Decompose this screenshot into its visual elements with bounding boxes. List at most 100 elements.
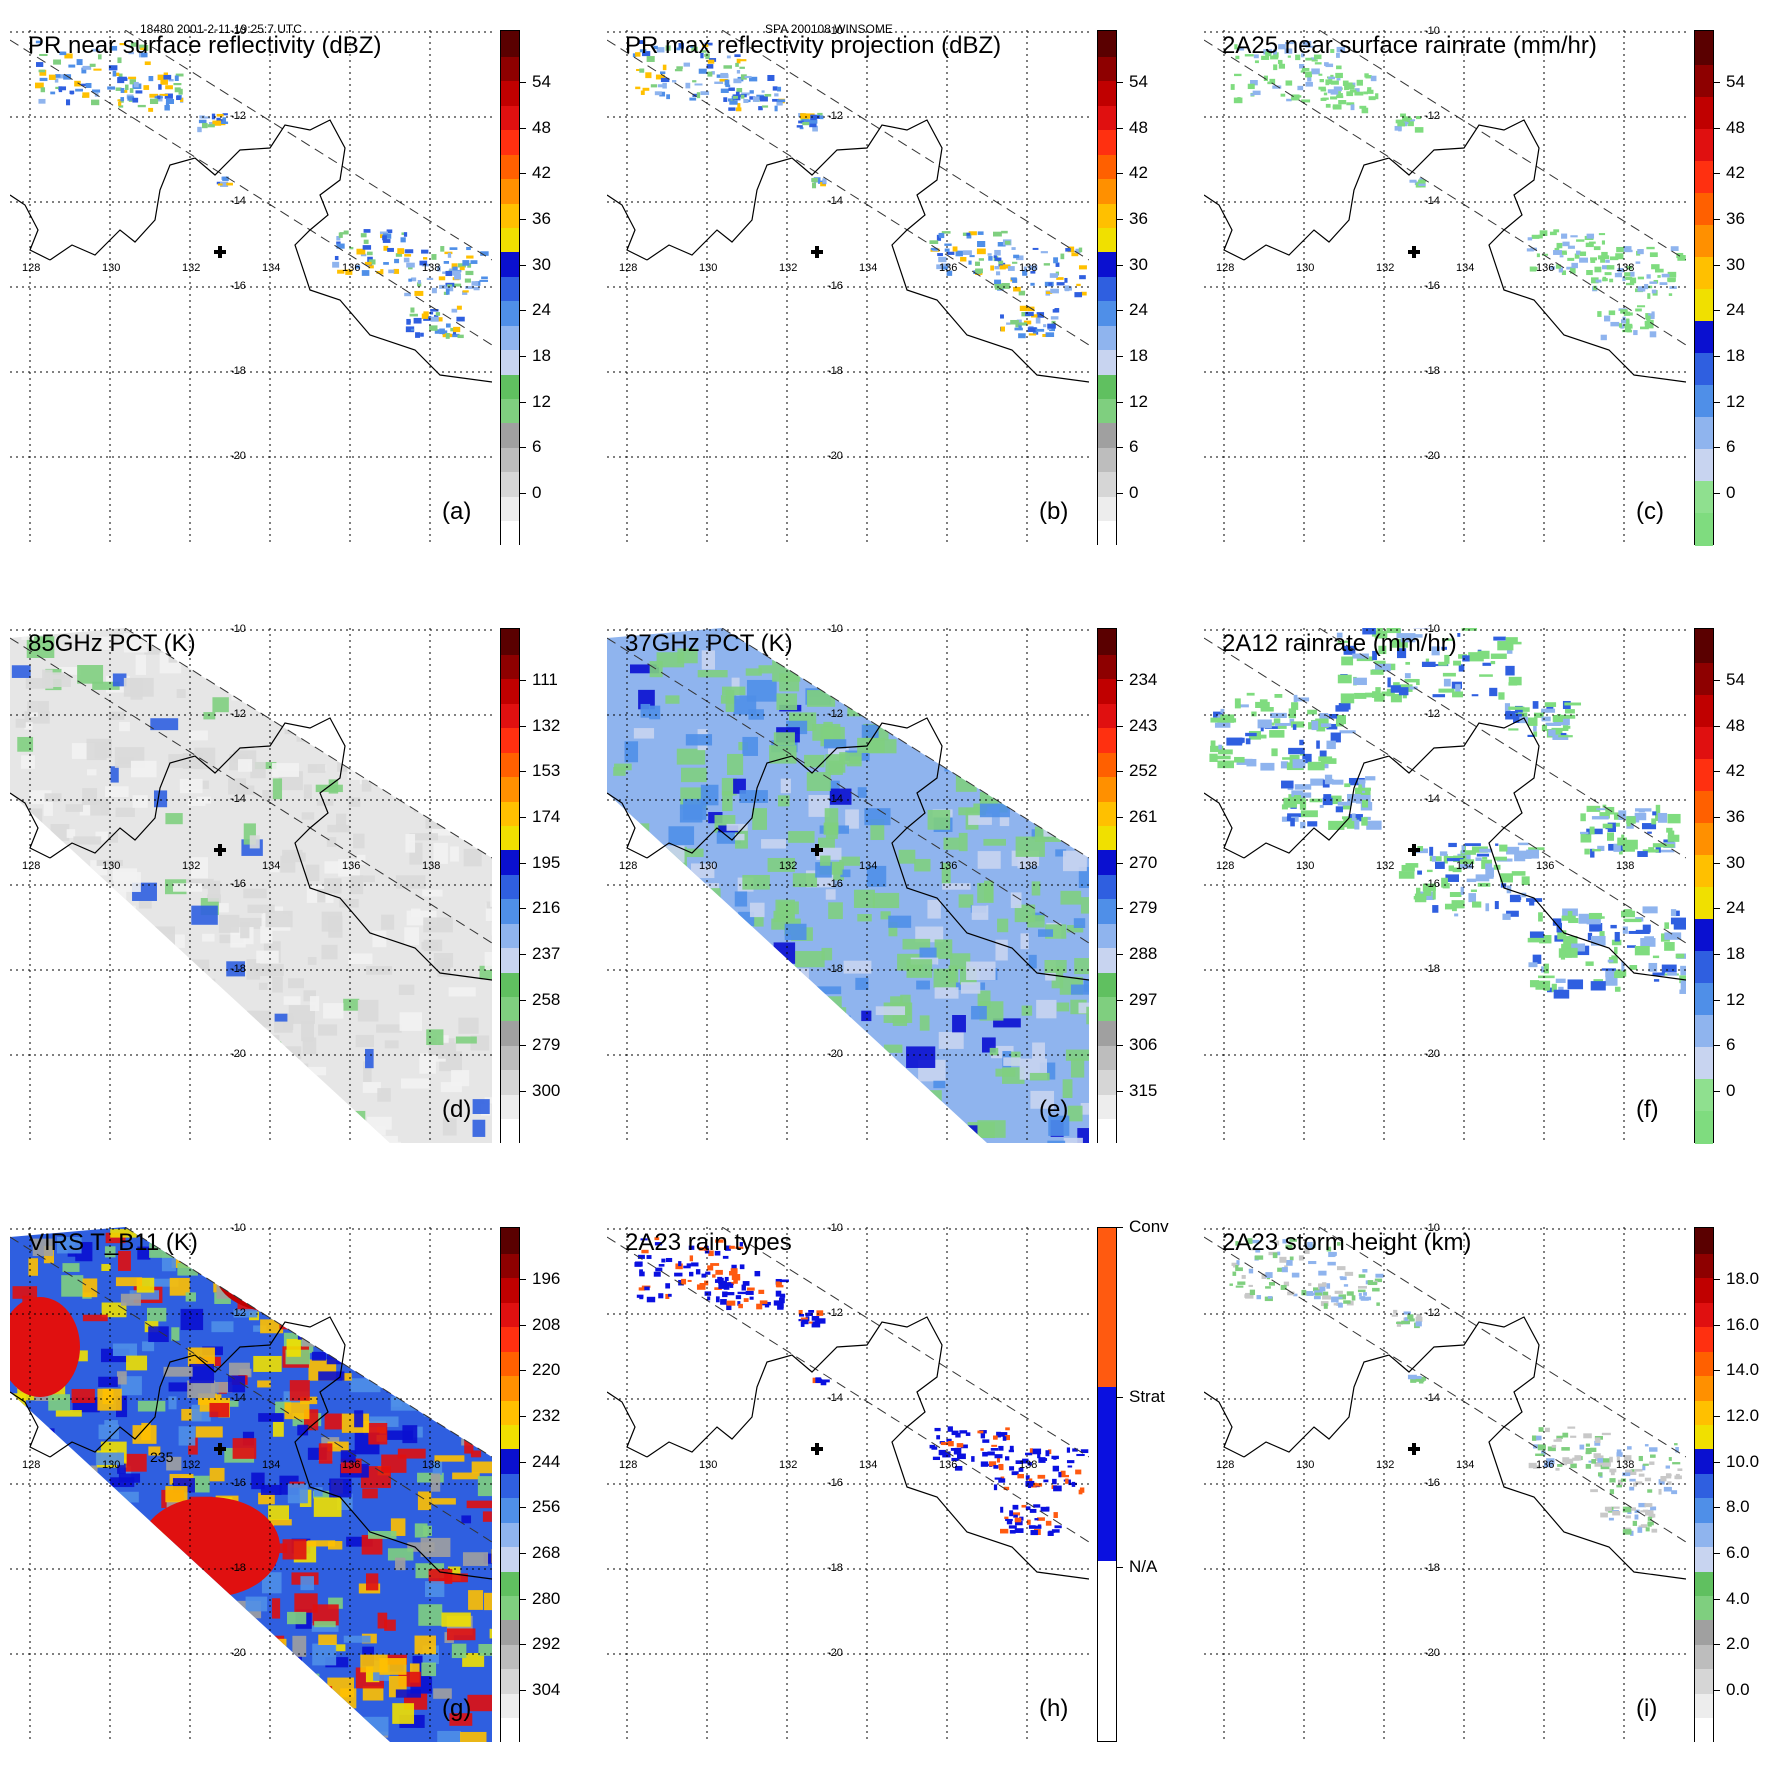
- colorbar-segment: [501, 702, 519, 729]
- lon-label: 134: [262, 1459, 281, 1471]
- colorbar-segment: [501, 995, 519, 1022]
- lat-label: -16: [230, 1477, 246, 1489]
- colorbar-segment: [501, 1521, 519, 1548]
- panel-h: 128 130 132 134 136 138 -10 -12 -14 -16 -18 -20 2A23…: [597, 1217, 1172, 1757]
- lat-label: -18: [230, 1562, 246, 1574]
- lon-label: 132: [1376, 860, 1395, 872]
- colorbar-segment: [501, 348, 519, 375]
- colorbar-segment: [1695, 1399, 1713, 1425]
- colorbar-segment: [1098, 824, 1116, 851]
- colorbar-segment: [1695, 95, 1713, 129]
- lon-label: 128: [22, 262, 41, 274]
- colorbar-segment: [1098, 775, 1116, 802]
- colorbar-segment: [1098, 751, 1116, 778]
- colorbar-tick: [520, 680, 526, 681]
- colorbar-segment: [1695, 917, 1713, 952]
- colorbar-tick-label: 12.0: [1726, 1406, 1760, 1425]
- lat-label: -12: [1424, 1307, 1440, 1319]
- colorbar-segment: [1695, 415, 1713, 450]
- colorbar-tick-label: 36: [532, 209, 551, 228]
- lon-label: 132: [779, 262, 798, 274]
- colorbar-tick: [1714, 1091, 1720, 1092]
- colorbar-tick-label: 6: [1129, 437, 1139, 457]
- colorbar-segment: [1098, 55, 1116, 82]
- colorbar-segment: [501, 104, 519, 131]
- lat-label: -16: [1424, 1477, 1440, 1489]
- colorbar-segment: [1098, 397, 1116, 424]
- colorbar-tick: [520, 1461, 526, 1463]
- colorbar-segment: [1098, 1387, 1116, 1562]
- panel-i: 128 130 132 134 136 138 -10 -12 -14 -16 -18 -20 2A23…: [1194, 1222, 1769, 1757]
- colorbar-e: [1097, 628, 1117, 1144]
- lat-label: -16: [827, 280, 843, 292]
- colorbar-segment: [1695, 757, 1713, 791]
- colorbar-tick-label: 174: [532, 807, 561, 826]
- map-c: [1204, 30, 1686, 545]
- colorbar-segment: [1098, 1228, 1116, 1388]
- colorbar-segment: [1695, 383, 1713, 418]
- colorbar-tick: [1117, 999, 1123, 1001]
- colorbar-tick: [1714, 1598, 1720, 1600]
- colorbar-tick-label: 30: [532, 254, 551, 274]
- colorbar-segment: [501, 1692, 519, 1719]
- lat-label: -10: [827, 25, 843, 37]
- lon-label: 136: [939, 262, 958, 274]
- colorbar-tick: [520, 82, 526, 83]
- lon-label: 130: [699, 262, 718, 274]
- lon-label: 132: [1376, 1459, 1395, 1471]
- colorbar-segment: [501, 1350, 519, 1377]
- panel-a: 128 130 132 134 136 138 -10 -12 -14 -16 -18 -20 PR n…: [0, 25, 575, 560]
- colorbar-tick: [520, 1091, 526, 1092]
- lon-label: 130: [102, 1459, 121, 1471]
- colorbar-segment: [1695, 1545, 1713, 1572]
- colorbar-tick-label: 0: [532, 483, 542, 502]
- lat-label: -14: [827, 1392, 843, 1404]
- colorbar-tick: [1714, 447, 1720, 449]
- colorbar-tick: [1117, 817, 1123, 818]
- colorbar-tick-label: 244: [532, 1451, 561, 1471]
- lat-label: -16: [827, 1477, 843, 1489]
- colorbar-segment: [501, 397, 519, 424]
- colorbar-segment: [501, 751, 519, 778]
- panel-title-c: 2A25 near surface rainrate (mm/hr): [1222, 32, 1597, 59]
- colorbar-tick-label: 54: [1726, 72, 1745, 91]
- lat-label: -10: [230, 25, 246, 37]
- lat-label: -14: [827, 195, 843, 207]
- colorbar-tick-label: 258: [532, 989, 561, 1009]
- lat-label: -10: [230, 623, 246, 635]
- colorbar-tick-label: 12: [1726, 391, 1745, 411]
- colorbar-a: [500, 30, 520, 546]
- colorbar-tick-label: 14.0: [1726, 1360, 1760, 1380]
- map-canvas-f: [1204, 628, 1686, 1143]
- lon-label: 138: [1616, 860, 1635, 872]
- colorbar-segment: [1098, 373, 1116, 399]
- colorbar-segment: [501, 1252, 519, 1279]
- colorbar-segment: [1695, 725, 1713, 759]
- colorbar-f: [1694, 628, 1714, 1144]
- lat-label: -14: [230, 195, 246, 207]
- colorbar-tick: [1117, 219, 1123, 220]
- colorbar-tick-label: 196: [532, 1269, 561, 1288]
- colorbar-segment: [1098, 202, 1116, 228]
- colorbar-tick: [520, 1279, 526, 1280]
- colorbar-tick: [520, 127, 526, 129]
- panel-title-a: PR near surface reflectivity (dBZ): [28, 32, 382, 59]
- colorbar-tick: [1714, 862, 1720, 864]
- lon-label: 128: [1216, 262, 1235, 274]
- colorbar-tick-label: 18.0: [1726, 1269, 1760, 1288]
- colorbar-tick-label: 42: [1726, 163, 1745, 183]
- colorbar-tick-label: 8.0: [1726, 1497, 1750, 1517]
- colorbar-tick-label: 0: [1726, 1081, 1736, 1100]
- colorbar-tick-label: 270: [1129, 852, 1158, 872]
- colorbar-segment: [1098, 653, 1116, 680]
- colorbar-tick: [520, 725, 526, 727]
- colorbar-segment: [501, 873, 519, 900]
- colorbar-tick: [1117, 1567, 1123, 1568]
- colorbar-tick-label: 10.0: [1726, 1451, 1760, 1471]
- colorbar-segment: [501, 1667, 519, 1694]
- colorbar-tick-label: 220: [532, 1360, 561, 1380]
- colorbar-segment: [1098, 153, 1116, 180]
- colorbar-tick-label: 48: [1726, 715, 1745, 735]
- colorbar-segment: [1098, 421, 1116, 448]
- colorbar-segment: [501, 1399, 519, 1425]
